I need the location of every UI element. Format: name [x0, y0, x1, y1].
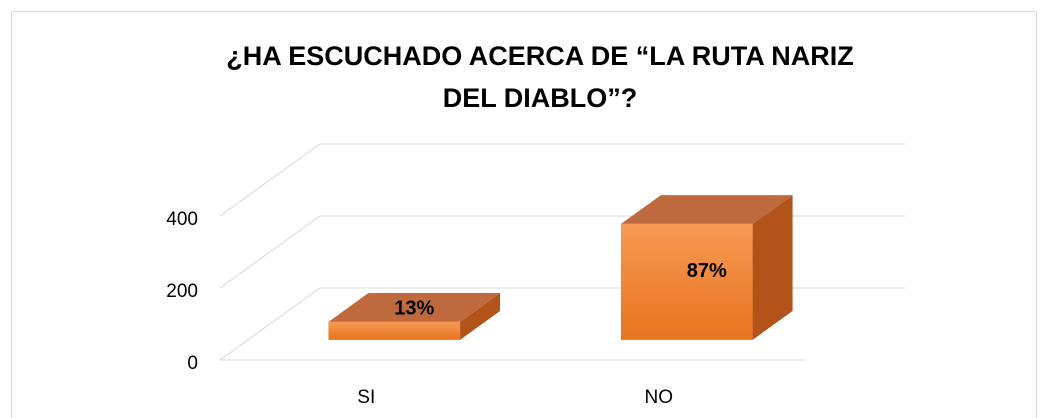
chart-border	[11, 11, 1037, 418]
data-label: 13%	[394, 298, 434, 320]
y-tick-label: 0	[187, 353, 198, 374]
grid-line	[219, 287, 321, 361]
bar-top	[620, 195, 793, 224]
bar-front	[328, 321, 461, 340]
grid-line	[219, 143, 321, 217]
bar-front	[620, 223, 753, 340]
y-tick-label: 400	[166, 209, 198, 230]
bar-side	[752, 195, 793, 340]
x-tick-label: NO	[645, 387, 674, 408]
bar-side	[460, 293, 501, 340]
grid-line	[219, 215, 321, 289]
x-tick-label: SI	[357, 387, 375, 408]
bar-top	[328, 293, 501, 322]
chart-title: ¿HA ESCUCHADO ACERCA DE “LA RUTA NARIZ DE…	[226, 41, 853, 113]
y-tick-label: 200	[166, 281, 198, 302]
data-label: 87%	[687, 260, 727, 282]
